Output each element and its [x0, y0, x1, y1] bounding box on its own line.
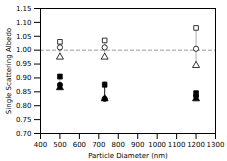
svg-text:0.75: 0.75 [16, 116, 32, 124]
svg-text:0.85: 0.85 [16, 88, 32, 96]
svg-text:1200: 1200 [187, 141, 205, 149]
svg-text:700: 700 [92, 141, 105, 149]
svg-text:1.15: 1.15 [16, 5, 32, 13]
svg-text:1100: 1100 [168, 141, 186, 149]
svg-text:1000: 1000 [148, 141, 166, 149]
svg-text:0.80: 0.80 [16, 102, 32, 110]
svg-text:400: 400 [34, 141, 47, 149]
svg-text:0.90: 0.90 [16, 74, 32, 82]
svg-text:900: 900 [131, 141, 144, 149]
svg-text:1.05: 1.05 [16, 33, 32, 41]
svg-text:Single Scattering Albedo: Single Scattering Albedo [5, 28, 13, 114]
svg-text:Particle Diameter (nm): Particle Diameter (nm) [88, 152, 168, 160]
svg-text:1.10: 1.10 [16, 19, 32, 27]
svg-text:1300: 1300 [207, 141, 225, 149]
svg-text:800: 800 [112, 141, 125, 149]
svg-text:600: 600 [73, 141, 86, 149]
svg-text:500: 500 [53, 141, 66, 149]
svg-text:0.70: 0.70 [16, 130, 32, 138]
svg-text:0.95: 0.95 [16, 60, 32, 68]
svg-text:1.00: 1.00 [16, 46, 32, 54]
